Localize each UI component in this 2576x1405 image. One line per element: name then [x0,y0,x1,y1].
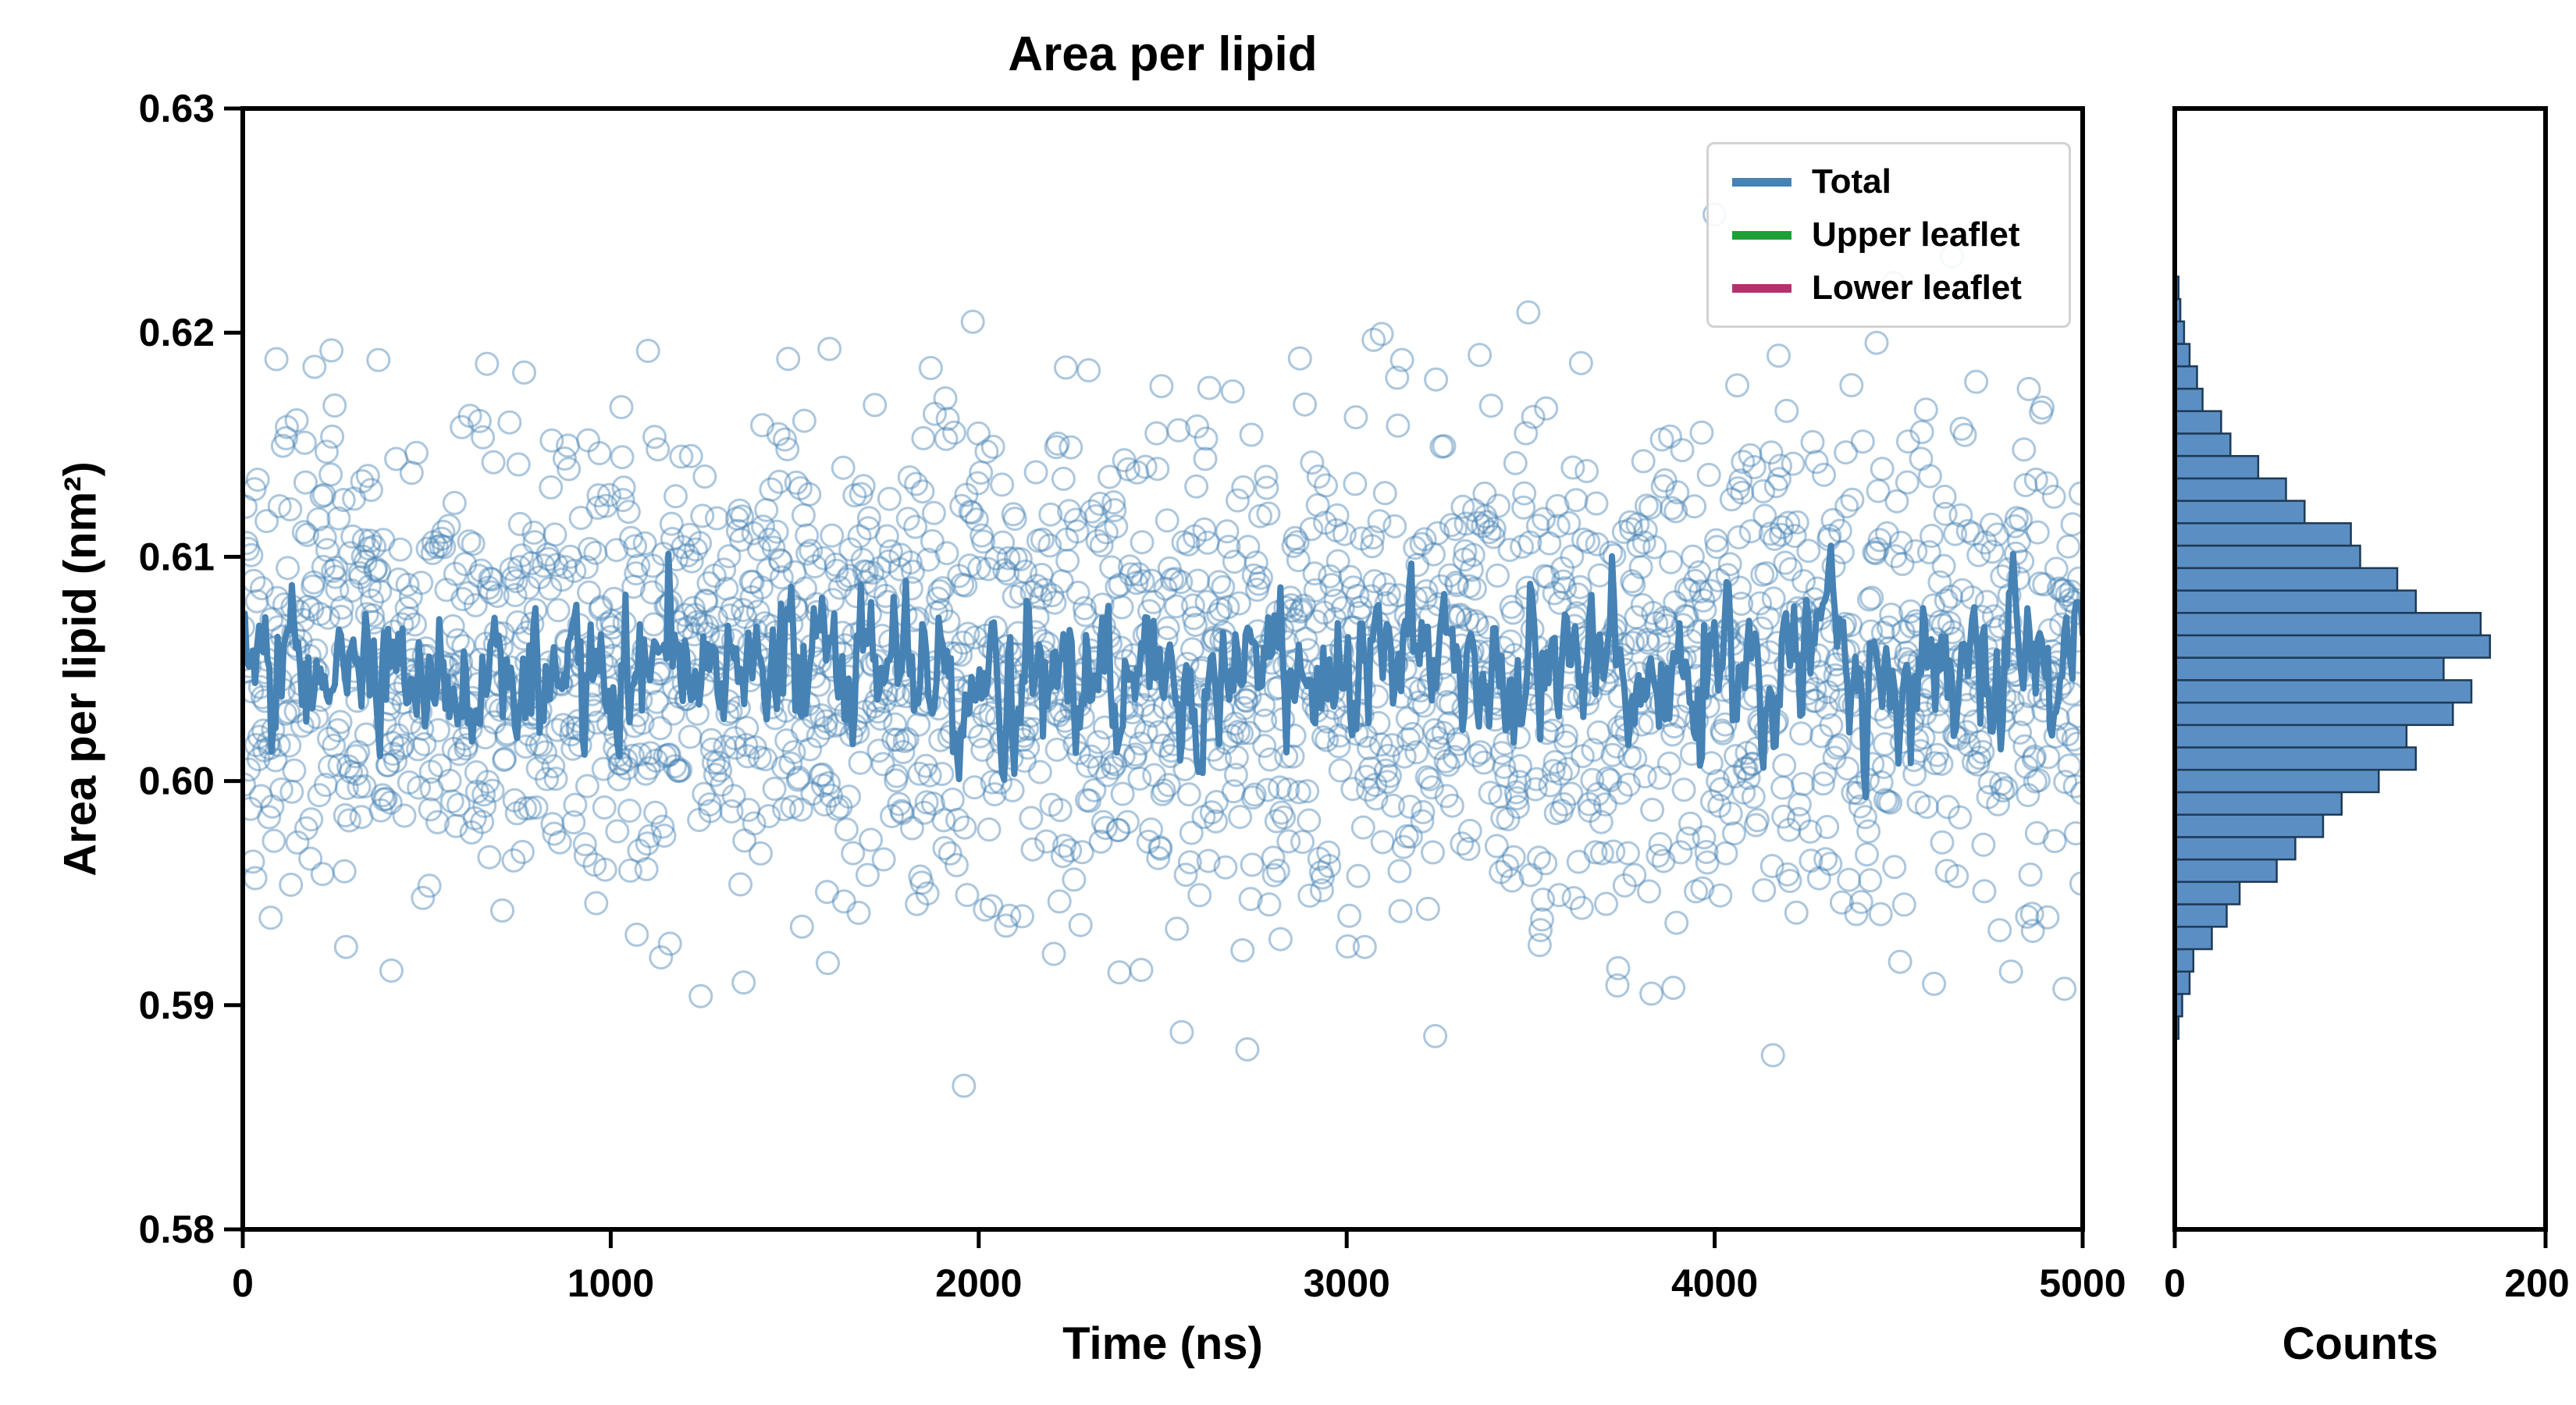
histogram-bar [2175,926,2213,951]
histogram-bar [2175,656,2445,681]
histogram-bar [2175,387,2204,412]
y-tick-label: 0.62 [139,311,215,354]
histogram-bars-group [2175,276,2492,1040]
x-tick-label: 3000 [1304,1261,1390,1305]
legend-entry-upper-leaflet: Upper leaflet [1732,218,2045,252]
histogram-bar [2175,477,2287,502]
legend-label-upper-leaflet: Upper leaflet [1812,215,2020,254]
histogram-bar [2175,454,2260,480]
histogram-bar [2175,948,2195,973]
legend-label-lower-leaflet: Lower leaflet [1812,269,2022,307]
axes-frame [2172,106,2548,1232]
y-tick-label: 0.60 [139,759,215,803]
y-axis-label: Area per lipid (nm²) [55,461,106,877]
tick-labels: 0 1000 2000 3000 4000 50000.580.590.600.610.6… [139,87,2570,1305]
histogram-bar [2175,880,2241,905]
histogram-bar [2175,589,2418,614]
total-line-swatch [1732,177,1791,187]
legend-entry-total: Total [1732,165,2045,199]
histogram-bar [2175,813,2325,838]
histogram-bar [2175,679,2473,704]
legend-entry-lower-leaflet: Lower leaflet [1732,271,2045,305]
histogram-bar [2175,365,2198,390]
histogram-bar [2175,410,2222,435]
hist-x-tick-label: 200 [2504,1261,2569,1305]
chart-title: Area per lipid [1008,27,1318,81]
total-line [243,542,2083,801]
histogram-bar [2175,432,2232,457]
y-tick-label: 0.59 [139,984,215,1027]
histogram-bar [2175,567,2399,592]
histogram-bar [2175,522,2352,547]
legend-label-total: Total [1812,162,1891,201]
x-tick-label: 0 [232,1261,254,1305]
histogram-bar [2175,500,2306,525]
histogram-bar [2175,724,2408,749]
lower-leaflet-line-swatch [1732,283,1791,293]
histogram-bar [2175,611,2482,637]
histogram-bar [2175,746,2418,771]
x-tick-label: 2000 [935,1261,1022,1305]
histogram-bar [2175,544,2361,569]
histogram-bar [2175,858,2278,884]
axis-ticks [224,106,2548,1248]
histogram-bar [2175,791,2343,816]
x-axis-label: Time (ns) [1062,1318,1263,1369]
x-tick-label: 1000 [568,1261,654,1305]
histogram-bar [2175,768,2380,794]
histogram-bar [2175,634,2492,659]
x-tick-label: 5000 [2039,1261,2126,1305]
upper-leaflet-line-swatch [1732,230,1791,240]
y-tick-label: 0.58 [139,1208,215,1251]
y-tick-label: 0.61 [139,535,215,578]
axes-frame [240,106,2085,1232]
histogram-bar [2175,836,2297,861]
hist-x-tick-label: 0 [2164,1261,2186,1305]
y-tick-label: 0.63 [139,87,215,130]
histogram-bar [2175,701,2454,727]
histogram-bar [2175,903,2228,928]
x-tick-label: 4000 [1671,1261,1758,1305]
legend: Total Upper leaflet Lower leaflet [1706,142,2071,328]
counts-axis-label: Counts [2282,1318,2439,1369]
